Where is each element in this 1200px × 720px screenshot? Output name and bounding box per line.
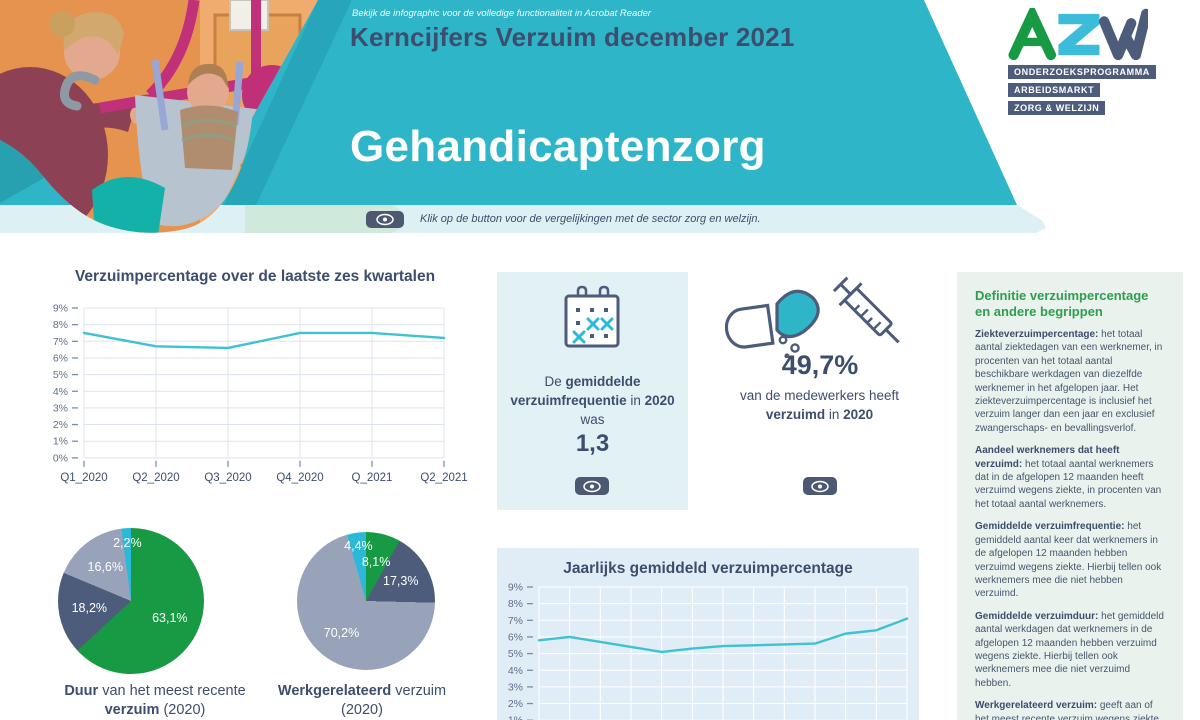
- svg-text:7%: 7%: [53, 336, 68, 348]
- pie-slice-label: 70,2%: [323, 625, 360, 640]
- calendar-icon: [564, 285, 620, 348]
- sector-title: Gehandicaptenzorg: [350, 122, 766, 171]
- svg-text:Q2_2021: Q2_2021: [420, 472, 467, 484]
- pie-slice-label: 2,2%: [113, 535, 142, 550]
- sick-share-eye-button[interactable]: [803, 477, 837, 495]
- frequency-value: 1,3: [575, 430, 610, 457]
- header-photo: [0, 0, 318, 233]
- page-title: Kerncijfers Verzuim december 2021: [350, 22, 795, 52]
- azw-logo-bars: ONDERZOEKSPROGRAMMA ARBEIDSMARKT ZORG & …: [1008, 65, 1156, 115]
- pie-slice-label: 18,2%: [71, 601, 108, 616]
- logo-bar: ARBEIDSMARKT: [1008, 83, 1101, 97]
- definition-item: Gemiddelde verzuimfrequentie: het gemidd…: [975, 521, 1162, 600]
- svg-text:Q4_2020: Q4_2020: [276, 472, 323, 484]
- svg-text:9%: 9%: [53, 303, 68, 315]
- svg-text:4%: 4%: [508, 665, 523, 677]
- pie-chart-workrelated: 8,1% 17,3% 70,2% 4,4%: [297, 532, 435, 670]
- svg-text:0%: 0%: [53, 452, 68, 464]
- definitions-card: Definitie verzuimpercentage en andere be…: [957, 272, 1183, 720]
- pill-icon: [725, 289, 820, 358]
- definitions-list: Ziekteverzuimpercentage: het totaal aant…: [975, 328, 1165, 720]
- sick-share-text: van de medewerkers heeft verzuimd in 202…: [739, 388, 900, 422]
- eye-icon: [811, 480, 829, 492]
- svg-text:1%: 1%: [53, 436, 68, 448]
- definitions-heading: Definitie verzuimpercentage en andere be…: [975, 288, 1149, 319]
- pie-slice-label: 4,4%: [344, 539, 373, 554]
- svg-text:4%: 4%: [53, 386, 68, 398]
- strip-caption: Klik op de button voor de vergelijkingen…: [420, 213, 761, 225]
- pie-slice-label: 17,3%: [383, 574, 419, 589]
- acrobat-notice: Bekijk de infographic voor de volledige …: [352, 8, 652, 19]
- yearly-chart-title: Jaarlijks gemiddeld verzuimpercentage: [563, 560, 853, 577]
- svg-text:9%: 9%: [508, 582, 523, 594]
- eye-icon: [376, 213, 394, 226]
- quarterly-line-chart: 9% 8% 7% 6% 5% 4% 3% 2% 1% 0% Q1_2020 Q2_2020 Q3_202…: [53, 303, 468, 484]
- definition-item: Ziekteverzuimpercentage: het totaal aant…: [975, 329, 1163, 434]
- eye-icon: [583, 480, 601, 492]
- svg-text:Q1_2020: Q1_2020: [60, 472, 107, 484]
- svg-text:5%: 5%: [508, 648, 523, 660]
- svg-text:7%: 7%: [508, 615, 523, 627]
- svg-text:5%: 5%: [53, 369, 68, 381]
- svg-text:1%: 1%: [508, 715, 523, 720]
- svg-text:2%: 2%: [508, 698, 523, 710]
- frequency-eye-button[interactable]: [575, 477, 609, 495]
- svg-text:3%: 3%: [53, 402, 68, 414]
- definition-item: Aandeel werknemers dat heeft verzuimd: h…: [975, 445, 1162, 510]
- svg-text:8%: 8%: [508, 598, 523, 610]
- pie-chart-duration: 63,1% 18,2% 16,6% 2,2%: [58, 528, 204, 674]
- quarterly-chart-title: Verzuimpercentage over de laatste zes kw…: [74, 268, 436, 285]
- svg-text:Q2_2020: Q2_2020: [132, 472, 179, 484]
- svg-text:Q3_2020: Q3_2020: [204, 472, 251, 484]
- svg-text:8%: 8%: [53, 319, 68, 331]
- azw-logo-letters: [1008, 2, 1152, 61]
- svg-text:6%: 6%: [508, 631, 523, 643]
- pill-and-syringe-icon: [725, 276, 900, 358]
- pie-slice-label: 8,1%: [361, 555, 391, 570]
- definition-item: Gemiddelde verzuimduur: het gemiddeld aa…: [975, 610, 1164, 689]
- azw-logo: ONDERZOEKSPROGRAMMA ARBEIDSMARKT ZORG & …: [1008, 2, 1156, 119]
- sick-share-value: 49,7%: [781, 350, 859, 380]
- syringe-icon: [832, 276, 900, 344]
- svg-text:2%: 2%: [53, 419, 68, 431]
- svg-text:6%: 6%: [53, 352, 68, 364]
- svg-text:3%: 3%: [508, 681, 523, 693]
- logo-bar: ZORG & WELZIJN: [1008, 101, 1106, 115]
- definition-item: Werkgerelateerd verzuim: geeft aan of he…: [975, 700, 1159, 720]
- pie-title-workrelated: Werkgerelateerd verzuim (2020): [277, 683, 447, 718]
- compare-eye-button[interactable]: [366, 211, 404, 228]
- pie-title-duration: Duur van het meest recente verzuim (2020…: [64, 683, 246, 718]
- frequency-text: De gemiddelde verzuimfrequentie in 2020 …: [510, 374, 675, 427]
- pie-slice-label: 16,6%: [87, 560, 123, 575]
- yearly-line-chart: 9%8%7%6%5%4%3%2%1%0%: [508, 582, 909, 720]
- pie-slice-label: 63,1%: [152, 610, 188, 625]
- logo-bar: ONDERZOEKSPROGRAMMA: [1008, 65, 1156, 79]
- svg-text:Q_2021: Q_2021: [352, 472, 393, 484]
